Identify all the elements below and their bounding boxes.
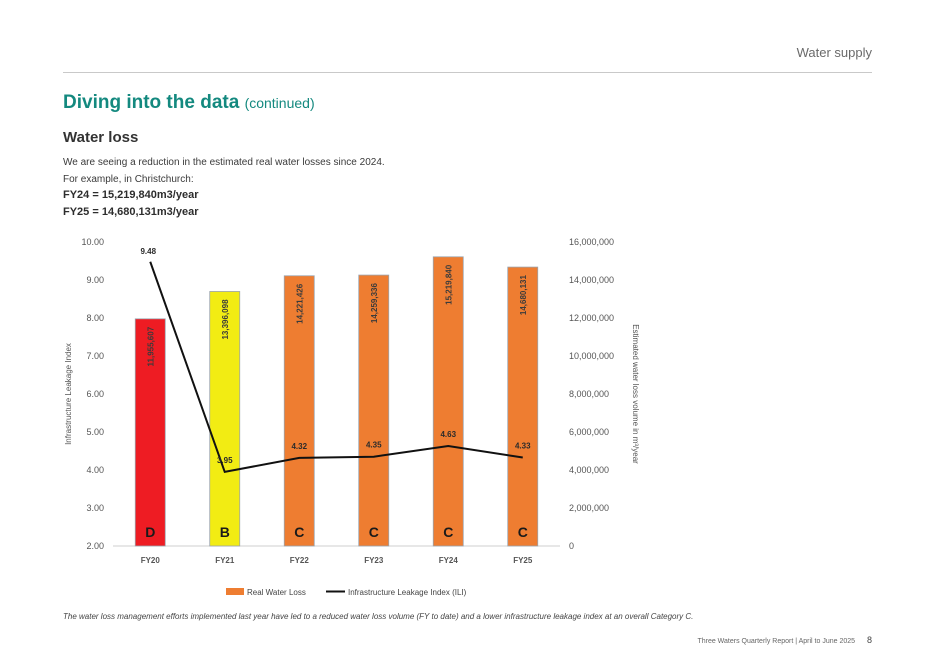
- grade-label: C: [369, 524, 379, 540]
- y-left-tick-label: 2.00: [86, 541, 104, 551]
- water-loss-bar: [209, 291, 241, 547]
- y-left-tick-label: 8.00: [86, 313, 104, 323]
- y-left-tick-label: 4.00: [86, 465, 104, 475]
- grade-label: C: [294, 524, 304, 540]
- ili-value-label: 9.48: [140, 247, 156, 256]
- intro-text: We are seeing a reduction in the estimat…: [63, 157, 385, 168]
- y-right-tick-label: 16,000,000: [569, 237, 614, 247]
- y-left-tick-label: 6.00: [86, 389, 104, 399]
- y-right-tick-label: 2,000,000: [569, 503, 609, 513]
- grade-label: D: [145, 524, 155, 540]
- section-subtitle: Water loss: [63, 129, 139, 146]
- bar-value-label: 11,955,607: [146, 326, 155, 366]
- y-right-axis-title: Estimated water loss volume in m³/year: [631, 324, 640, 464]
- bar-value-label: 15,219,840: [444, 264, 453, 305]
- y-left-tick-label: 3.00: [86, 503, 104, 513]
- x-tick-label: FY23: [364, 556, 384, 565]
- y-right-tick-label: 0: [569, 541, 574, 551]
- page-title-suffix: (continued): [244, 95, 315, 111]
- footer-report: Three Waters Quarterly Report | April to…: [697, 638, 856, 645]
- x-tick-label: FY25: [513, 556, 533, 565]
- x-tick-label: FY22: [290, 556, 310, 565]
- y-right-tick-label: 4,000,000: [569, 465, 609, 475]
- ili-value-label: 4.32: [291, 442, 307, 451]
- x-tick-label: FY24: [439, 556, 459, 565]
- y-left-tick-label: 9.00: [86, 275, 104, 285]
- y-left-tick-label: 7.00: [86, 351, 104, 361]
- fact-fy25: FY25 = 14,680,131m3/year: [63, 206, 199, 218]
- fact-fy24: FY24 = 15,219,840m3/year: [63, 189, 199, 201]
- bar-value-label: 14,259,336: [370, 283, 379, 324]
- bar-value-label: 14,221,426: [295, 283, 304, 324]
- water-loss-bar: [358, 274, 390, 547]
- page-title-main: Diving into the data: [63, 92, 240, 113]
- example-intro: For example, in Christchurch:: [63, 174, 194, 185]
- section-label: Water supply: [796, 45, 872, 60]
- page-footer: Three Waters Quarterly Report | April to…: [697, 635, 872, 645]
- ili-value-label: 4.63: [440, 430, 456, 439]
- ili-value-label: 4.35: [366, 441, 382, 450]
- legend-swatch-bar: [226, 588, 244, 595]
- water-loss-bar: [134, 318, 166, 547]
- page-number: 8: [866, 635, 872, 645]
- y-right-tick-label: 10,000,000: [569, 351, 614, 361]
- y-left-axis-title: Infrastructure Leakage Index: [64, 343, 73, 445]
- y-left-tick-label: 5.00: [86, 427, 104, 437]
- legend-label-line: Infrastructure Leakage Index (ILI): [348, 588, 467, 597]
- y-right-tick-label: 8,000,000: [569, 389, 609, 399]
- bar-value-label: 13,396,098: [221, 299, 230, 340]
- y-right-tick-label: 6,000,000: [569, 427, 609, 437]
- grade-label: C: [518, 524, 528, 540]
- header-divider: [63, 72, 872, 73]
- y-left-tick-label: 10.00: [81, 237, 104, 247]
- ili-value-label: 3.95: [217, 456, 233, 465]
- legend-label-bar: Real Water Loss: [247, 588, 306, 597]
- y-right-tick-label: 12,000,000: [569, 313, 614, 323]
- water-loss-bar: [432, 256, 464, 547]
- x-tick-label: FY20: [141, 556, 161, 565]
- grade-label: B: [220, 524, 230, 540]
- water-loss-bar: [507, 266, 539, 547]
- y-right-tick-label: 14,000,000: [569, 275, 614, 285]
- bar-value-label: 14,680,131: [519, 275, 528, 316]
- chart-footnote: The water loss management efforts implem…: [63, 612, 694, 621]
- water-loss-bar: [283, 275, 315, 547]
- ili-line: [149, 261, 523, 474]
- ili-value-label: 4.33: [515, 441, 531, 450]
- x-tick-label: FY21: [215, 556, 235, 565]
- grade-label: C: [443, 524, 453, 540]
- page-title: Diving into the data (continued): [63, 92, 315, 114]
